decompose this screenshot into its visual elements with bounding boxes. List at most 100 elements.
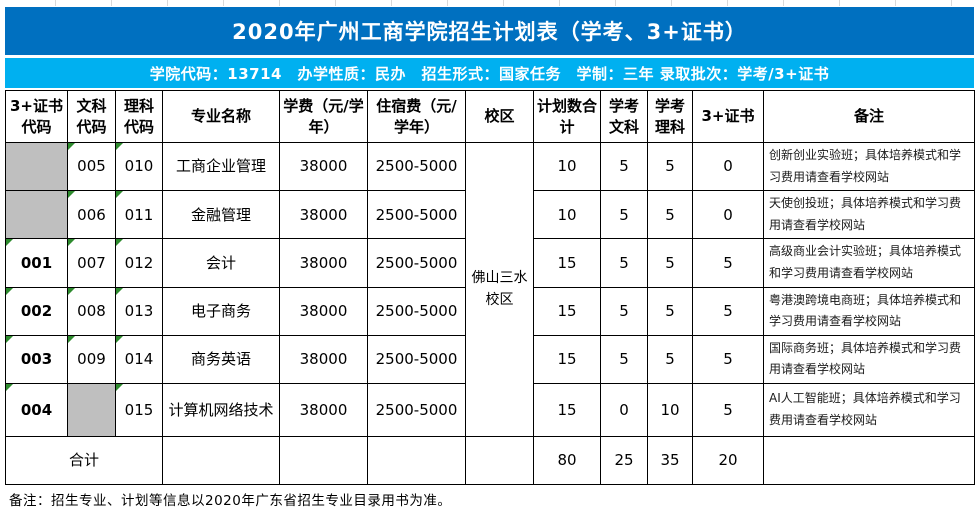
- cell-tuition: 38000: [279, 382, 368, 437]
- cell-science-code: 015: [115, 382, 163, 437]
- cell-plan-science: 5: [647, 286, 693, 336]
- table-row: 005 010 工商企业管理 38000 2500-5000 佛山三水校区 10…: [5, 141, 975, 437]
- total-plan-arts: 25: [600, 435, 648, 485]
- cell-tuition: 38000: [279, 286, 368, 336]
- cell-major: 工商企业管理: [162, 141, 280, 192]
- cell-arts-code: 007: [67, 238, 116, 288]
- cell-arts-code: 006: [67, 190, 116, 240]
- cell-tuition: 38000: [279, 141, 368, 192]
- flag-triangle-icon: [68, 143, 75, 150]
- cell-campus: 佛山三水校区: [465, 142, 534, 437]
- cell-tuition: 38000: [279, 190, 368, 240]
- cell-tuition: 38000: [279, 334, 368, 384]
- header-cert-code: 3+证书代码: [5, 90, 68, 143]
- total-label: 合计: [5, 435, 163, 485]
- flag-triangle-icon: [6, 288, 13, 295]
- cell-plan-arts: 5: [600, 286, 648, 336]
- cell-remark: AI人工智能班；具体培养模式和学习费用请查看学校网站: [763, 382, 975, 437]
- cell-plan-science: 5: [647, 141, 693, 192]
- cell-science-code: 014: [115, 334, 163, 384]
- flag-triangle-icon: [68, 288, 75, 295]
- header-arts-code: 文科代码: [67, 90, 116, 143]
- cell-remark: 高级商业会计实验班；具体培养模式和学习费用请查看学校网站: [763, 238, 975, 288]
- page-title: 2020年广州工商学院招生计划表（学考、3+证书）: [232, 20, 747, 44]
- cell-plan-arts: 0: [600, 382, 648, 437]
- cell-cert-code: 004: [5, 382, 68, 437]
- cell-plan-arts: 5: [600, 334, 648, 384]
- total-remark-empty: [763, 435, 975, 485]
- title-bar: 2020年广州工商学院招生计划表（学考、3+证书）: [5, 7, 974, 55]
- cell-science-code: 012: [115, 238, 163, 288]
- cell-plan-science: 5: [647, 334, 693, 384]
- cell-plan-arts: 5: [600, 190, 648, 240]
- flag-triangle-icon: [116, 384, 123, 391]
- cell-cert-code: 002: [5, 286, 68, 336]
- cell-accommodation: 2500-5000: [367, 190, 466, 240]
- cell-major: 商务英语: [162, 334, 280, 384]
- header-row: 3+证书代码 文科代码 理科代码 专业名称 学费（元/学年） 住宿费（元/学年）…: [5, 90, 975, 143]
- cell-major: 金融管理: [162, 190, 280, 240]
- cell-accommodation: 2500-5000: [367, 382, 466, 437]
- cell-plan-total: 15: [533, 334, 601, 384]
- cell-plan-cert: 5: [692, 334, 764, 384]
- cell-plan-arts: 5: [600, 238, 648, 288]
- cell-arts-code: 008: [67, 286, 116, 336]
- cell-cert-code: [5, 141, 68, 192]
- cell-arts-code: 005: [67, 141, 116, 192]
- cell-accommodation: 2500-5000: [367, 141, 466, 192]
- flag-triangle-icon: [116, 288, 123, 295]
- cell-plan-cert: 0: [692, 141, 764, 192]
- cell-remark: 国际商务班；具体培养模式和学习费用请查看学校网站: [763, 334, 975, 384]
- table-row: 004 015 计算机网络技术 38000 2500-5000 15 0 10 …: [5, 382, 975, 437]
- cell-major: 电子商务: [162, 286, 280, 336]
- footer-note: 备注：招生专业、计划等信息以2020年广东省招生专业目录用书为准。: [9, 493, 452, 509]
- flag-triangle-icon: [68, 239, 75, 247]
- total-row: 合计 80 25 35 20: [5, 435, 975, 485]
- header-exam-science: 学考理科: [647, 90, 693, 143]
- flag-triangle-icon: [116, 143, 123, 150]
- table-row: 006 011 金融管理 38000 2500-5000 10 5 5 0 天使…: [5, 190, 975, 240]
- cell-arts-code: 009: [67, 334, 116, 384]
- table-row: 003 009 014 商务英语 38000 2500-5000 15 5 5 …: [5, 334, 975, 384]
- total-plan-science: 35: [647, 435, 693, 485]
- cell-plan-cert: 5: [692, 382, 764, 437]
- cell-accommodation: 2500-5000: [367, 238, 466, 288]
- flag-triangle-icon: [116, 239, 123, 247]
- table-row: 002 008 013 电子商务 38000 2500-5000 15 5 5 …: [5, 286, 975, 336]
- cell-plan-total: 10: [533, 190, 601, 240]
- header-major: 专业名称: [162, 90, 280, 143]
- header-plan-total: 计划数合计: [533, 90, 601, 143]
- cell-tuition: 38000: [279, 238, 368, 288]
- cell-cert-code: 001: [5, 238, 68, 288]
- flag-triangle-icon: [68, 336, 75, 343]
- cell-major: 会计: [162, 238, 280, 288]
- cell-science-code: 013: [115, 286, 163, 336]
- total-accommodation-empty: [367, 435, 466, 485]
- flag-triangle-icon: [116, 336, 123, 343]
- gridline-ticks: [0, 0, 979, 6]
- cell-remark: 创新创业实验班；具体培养模式和学习费用请查看学校网站: [763, 141, 975, 192]
- cell-plan-science: 5: [647, 190, 693, 240]
- cell-plan-cert: 5: [692, 286, 764, 336]
- cell-plan-total: 15: [533, 286, 601, 336]
- flag-triangle-icon: [116, 191, 123, 199]
- cell-remark: 天使创投班；具体培养模式和学习费用请查看学校网站: [763, 190, 975, 240]
- flag-triangle-icon: [6, 239, 13, 247]
- flag-triangle-icon: [68, 191, 75, 199]
- cell-cert-code: [5, 190, 68, 240]
- cell-remark: 粤港澳跨境电商班；具体培养模式和学习费用请查看学校网站: [763, 286, 975, 336]
- cell-plan-science: 5: [647, 238, 693, 288]
- cell-plan-total: 10: [533, 141, 601, 192]
- flag-triangle-icon: [6, 384, 13, 391]
- total-plan-cert: 20: [692, 435, 764, 485]
- cell-plan-science: 10: [647, 382, 693, 437]
- cell-plan-total: 15: [533, 238, 601, 288]
- total-tuition-empty: [279, 435, 368, 485]
- college-info-text: 学院代码：13714 办学性质：民办 招生形式：国家任务 学制：三年 录取批次：…: [149, 64, 830, 83]
- cell-science-code: 011: [115, 190, 163, 240]
- cell-major: 计算机网络技术: [162, 382, 280, 437]
- cell-plan-total: 15: [533, 382, 601, 437]
- header-tuition: 学费（元/学年）: [279, 90, 368, 143]
- header-remarks: 备注: [763, 90, 975, 143]
- flag-triangle-icon: [6, 336, 13, 343]
